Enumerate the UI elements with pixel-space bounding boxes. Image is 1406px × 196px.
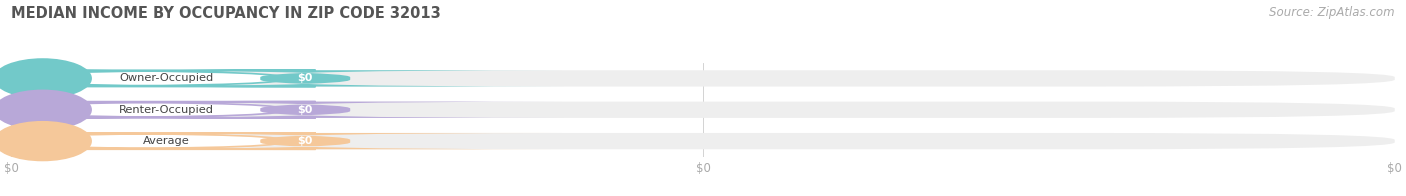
FancyBboxPatch shape	[11, 102, 1395, 118]
Ellipse shape	[0, 90, 91, 130]
FancyBboxPatch shape	[46, 102, 565, 118]
FancyBboxPatch shape	[0, 102, 315, 118]
FancyBboxPatch shape	[46, 70, 565, 87]
Ellipse shape	[0, 121, 91, 161]
Text: Average: Average	[143, 136, 190, 146]
Text: $0: $0	[298, 105, 314, 115]
FancyBboxPatch shape	[0, 133, 315, 149]
Text: MEDIAN INCOME BY OCCUPANCY IN ZIP CODE 32013: MEDIAN INCOME BY OCCUPANCY IN ZIP CODE 3…	[11, 6, 441, 21]
Text: Renter-Occupied: Renter-Occupied	[118, 105, 214, 115]
Text: $0: $0	[298, 136, 314, 146]
Text: Owner-Occupied: Owner-Occupied	[120, 73, 214, 83]
FancyBboxPatch shape	[11, 133, 1395, 149]
Text: $0: $0	[298, 73, 314, 83]
Text: Source: ZipAtlas.com: Source: ZipAtlas.com	[1270, 6, 1395, 19]
Ellipse shape	[0, 58, 91, 99]
FancyBboxPatch shape	[11, 70, 1395, 87]
FancyBboxPatch shape	[46, 133, 565, 149]
FancyBboxPatch shape	[0, 70, 315, 87]
